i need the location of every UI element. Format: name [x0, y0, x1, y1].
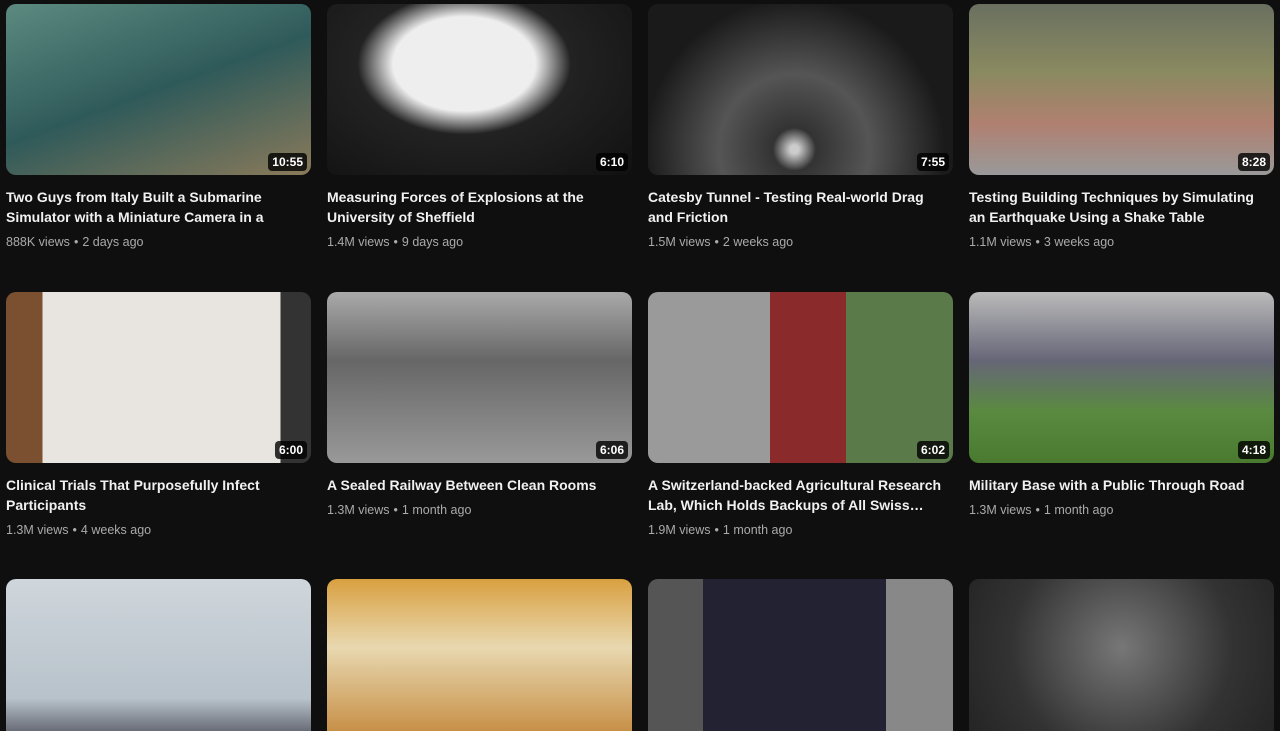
duration: 6:10: [595, 153, 628, 171]
video-meta: 1.3M views • 4 weeks ago: [6, 521, 155, 539]
duration: 4:18: [1237, 441, 1270, 459]
upload-age: 4 weeks ago: [80, 523, 152, 537]
duration: 6:00: [274, 441, 307, 459]
view-count: 888K views: [6, 235, 70, 249]
thumbnail[interactable]: 7:55: [648, 4, 953, 175]
separator: •: [1035, 235, 1040, 249]
video-meta: 1.3M views • 1 month ago: [327, 501, 475, 519]
thumbnail[interactable]: [648, 579, 953, 731]
duration: 8:28: [1237, 153, 1270, 171]
separator: •: [714, 235, 719, 249]
upload-age: 2 days ago: [82, 235, 144, 249]
upload-age: 1 month ago: [1043, 503, 1114, 517]
thumbnail[interactable]: 6:00: [6, 292, 311, 463]
video-title[interactable]: Measuring Forces of Explosions at the Un…: [327, 189, 584, 225]
video-title[interactable]: Catesby Tunnel - Testing Real-world Drag…: [648, 189, 924, 225]
separator: •: [73, 235, 79, 249]
view-count: 1.9M views: [648, 523, 711, 537]
duration: 10:55: [268, 153, 307, 171]
thumbnail[interactable]: 6:02: [648, 292, 953, 463]
duration: 7:55: [916, 153, 949, 171]
video-title[interactable]: Clinical Trials That Purposefully Infect…: [6, 477, 260, 513]
thumbnail[interactable]: 6:06: [327, 292, 632, 463]
separator: •: [72, 523, 77, 537]
video-title[interactable]: Military Base with a Public Through Road: [969, 477, 1245, 493]
duration: 6:02: [916, 441, 949, 459]
thumbnail[interactable]: 4:18: [969, 292, 1274, 463]
view-count: 1.3M views: [969, 503, 1032, 517]
view-count: 1.5M views: [648, 235, 711, 249]
video-title[interactable]: Two Guys from Italy Built a Submarine Si…: [6, 189, 264, 225]
thumbnail[interactable]: [969, 579, 1274, 731]
thumbnail[interactable]: 10:55: [6, 4, 311, 175]
view-count: 1.4M views: [327, 235, 390, 249]
separator: •: [393, 235, 398, 249]
video-title[interactable]: Testing Building Techniques by Simulatin…: [969, 189, 1254, 225]
separator: •: [714, 523, 719, 537]
upload-age: 2 weeks ago: [722, 235, 794, 249]
thumbnail[interactable]: [327, 579, 632, 731]
thumbnail[interactable]: 8:28: [969, 4, 1274, 175]
video-meta: 1.5M views • 2 weeks ago: [648, 233, 797, 251]
upload-age: 3 weeks ago: [1043, 235, 1115, 249]
separator: •: [393, 503, 398, 517]
separator: •: [1035, 503, 1040, 517]
view-count: 1.3M views: [327, 503, 390, 517]
video-title[interactable]: A Sealed Railway Between Clean Rooms: [327, 477, 597, 493]
upload-age: 9 days ago: [401, 235, 464, 249]
video-meta: 1.4M views • 9 days ago: [327, 233, 467, 251]
upload-age: 1 month ago: [722, 523, 793, 537]
thumbnail[interactable]: [6, 579, 311, 731]
video-title[interactable]: A Switzerland-backed Agricultural Resear…: [648, 477, 942, 513]
view-count: 1.1M views: [969, 235, 1032, 249]
thumbnail[interactable]: 6:10: [327, 4, 632, 175]
video-meta: 888K views • 2 days ago: [6, 233, 148, 251]
video-meta: 1.1M views • 3 weeks ago: [969, 233, 1118, 251]
upload-age: 1 month ago: [401, 503, 472, 517]
duration: 6:06: [595, 441, 628, 459]
video-meta: 1.3M views • 1 month ago: [969, 501, 1117, 519]
view-count: 1.3M views: [6, 523, 69, 537]
video-meta: 1.9M views • 1 month ago: [648, 521, 796, 539]
